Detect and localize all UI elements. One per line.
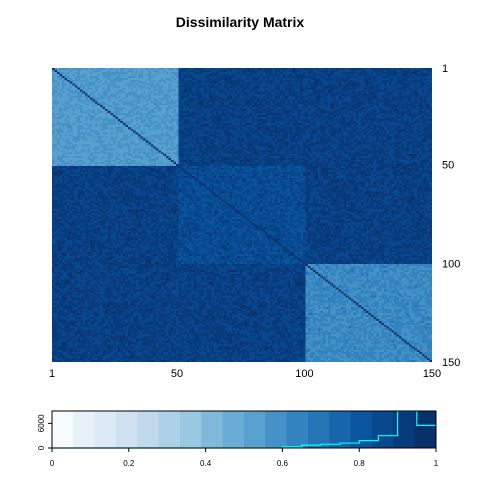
- y-tick-label: 6000: [37, 414, 46, 432]
- color-key-band: [414, 411, 437, 448]
- color-key-band: [393, 411, 416, 448]
- color-key-band: [137, 411, 160, 448]
- color-key-band: [286, 411, 309, 448]
- color-key-band: [350, 411, 373, 448]
- x-tick-label: 0: [50, 459, 55, 468]
- y-tick-label: 100: [442, 258, 460, 270]
- color-key-band: [308, 411, 330, 448]
- x-tick-label: 150: [423, 368, 441, 380]
- y-tick-label: 1: [442, 63, 448, 75]
- x-tick-label: 0.4: [200, 459, 212, 468]
- color-key-band: [265, 411, 288, 448]
- color-key-band: [158, 411, 181, 448]
- chart-title: Dissimilarity Matrix: [175, 14, 305, 30]
- x-tick-label: 100: [295, 368, 313, 380]
- color-key: 0 0.2 0.4 0.6 0.8 1 0 6000: [37, 410, 439, 468]
- heatmap-cells: [52, 68, 432, 362]
- x-tick-label: 0.8: [354, 459, 366, 468]
- color-key-band: [329, 411, 352, 448]
- x-tick-label: 0.6: [277, 459, 289, 468]
- color-key-band: [73, 411, 96, 448]
- color-key-band: [94, 411, 117, 448]
- x-tick-label: 1: [434, 459, 439, 468]
- y-tick-label: 150: [442, 357, 460, 369]
- x-tick-label: 0.2: [123, 459, 135, 468]
- color-key-band: [222, 411, 245, 448]
- color-key-band: [244, 411, 266, 448]
- color-key-frame: [51, 410, 437, 449]
- color-key-band: [201, 411, 224, 448]
- color-key-band: [372, 411, 394, 448]
- y-tick-label: 50: [442, 160, 454, 172]
- color-key-band: [116, 411, 138, 448]
- x-tick-label: 50: [171, 368, 183, 380]
- color-key-band: [180, 411, 202, 448]
- y-tick-label: 0: [37, 445, 46, 450]
- x-tick-label: 1: [49, 368, 55, 380]
- color-key-band: [52, 411, 74, 448]
